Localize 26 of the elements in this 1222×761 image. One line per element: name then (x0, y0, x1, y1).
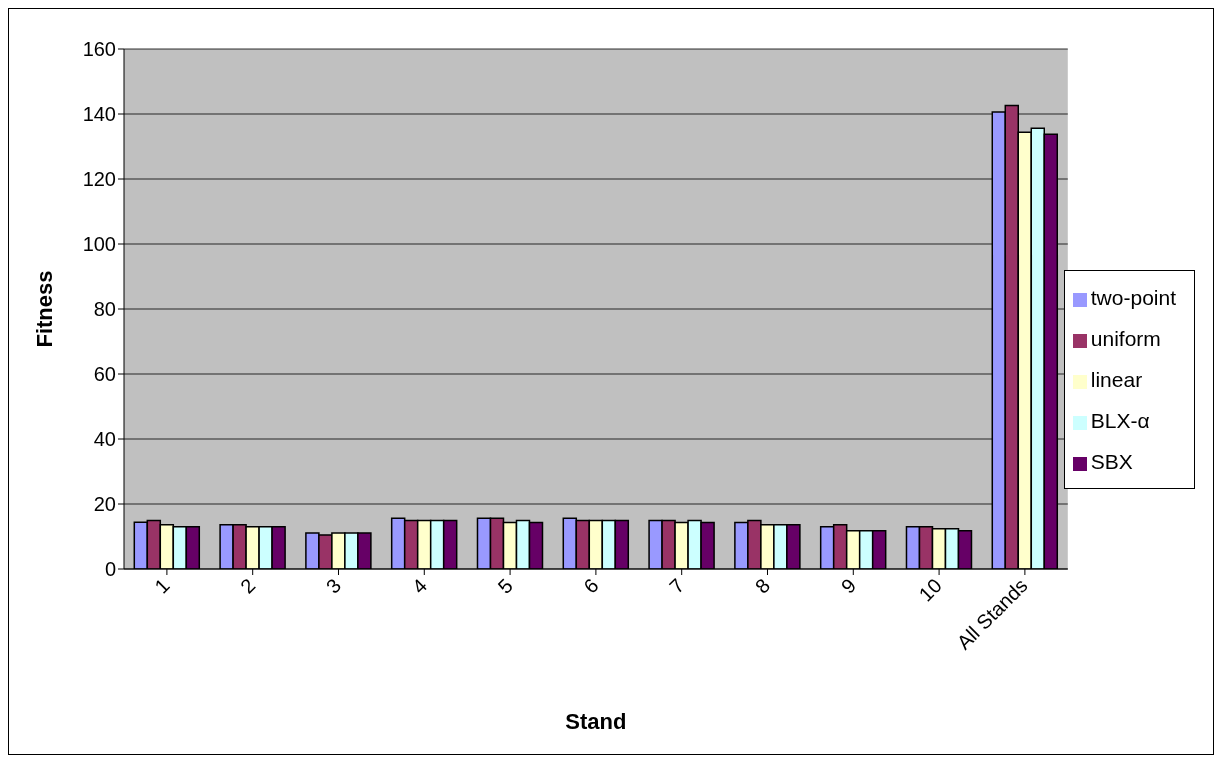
x-tick-label: 5 (493, 574, 517, 598)
y-tick-label: 100 (82, 233, 116, 256)
y-tick-label: 120 (82, 168, 116, 191)
legend-label: uniform (1090, 326, 1161, 350)
x-tick-label: 3 (321, 574, 346, 598)
x-tick-label: 6 (579, 574, 603, 598)
legend-label: BLX-α (1090, 408, 1150, 432)
y-axis-title: Fitness (31, 270, 57, 348)
x-tick-label: 9 (836, 574, 861, 598)
y-tick-label: 60 (93, 363, 116, 386)
x-tick-label: 2 (236, 574, 260, 598)
y-tick-label: 160 (82, 38, 116, 61)
y-tick-label: 40 (93, 428, 116, 451)
legend-label: two-point (1090, 285, 1176, 309)
x-tick-label: 8 (750, 574, 775, 598)
x-tick-label: 1 (150, 574, 174, 598)
legend-label: linear (1090, 367, 1143, 391)
y-tick-label: 0 (104, 558, 116, 581)
legend-label: SBX (1090, 449, 1133, 473)
x-axis-title: Stand (565, 709, 627, 734)
x-tick-label: 7 (665, 574, 689, 598)
y-tick-label: 80 (93, 298, 116, 321)
x-tick-label: 4 (407, 574, 432, 598)
y-tick-label: 140 (82, 103, 116, 126)
x-tick-label: 10 (914, 574, 946, 606)
y-tick-label: 20 (93, 493, 116, 516)
